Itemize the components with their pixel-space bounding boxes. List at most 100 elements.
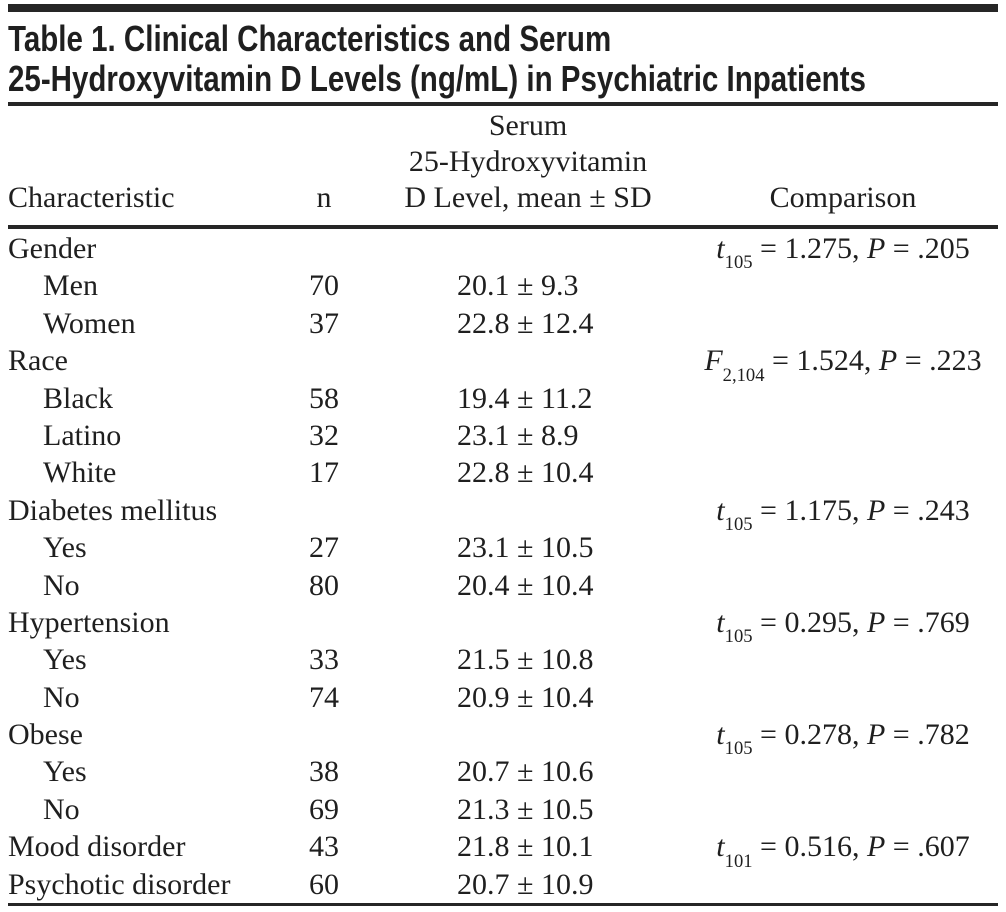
row-label: Hypertension xyxy=(8,605,170,639)
row-n-value: 74 xyxy=(309,680,339,714)
table-row: No 69 21.3 ± 10.5 xyxy=(8,791,998,828)
row-mean-sd-value: 20.7 ± 10.9 xyxy=(457,867,594,901)
row-comparison-stat xyxy=(688,267,998,304)
table-title-line1: Table 1. Clinical Characteristics and Se… xyxy=(8,18,612,59)
table-row: Mood disorder 43 21.8 ± 10.1 t101 = 0.516, … xyxy=(8,828,998,872)
row-label: White xyxy=(43,456,117,490)
row-mean-sd-value: 23.1 ± 10.5 xyxy=(457,531,594,565)
row-n-value: 38 xyxy=(309,755,339,789)
header-n: n xyxy=(316,181,332,214)
row-mean-sd-value: 20.9 ± 10.4 xyxy=(457,680,594,714)
table-row: Gender t105 = 1.275, P = .205 xyxy=(8,230,998,274)
header-comparison: Comparison xyxy=(769,181,917,214)
row-n-value xyxy=(280,342,368,379)
row-mean-sd-value: 22.8 ± 12.4 xyxy=(457,306,594,340)
row-n-value: 70 xyxy=(309,269,339,303)
row-comparison-stat xyxy=(688,454,998,491)
row-comparison-stat xyxy=(688,753,998,790)
row-label: Psychotic disorder xyxy=(8,867,231,901)
row-label: No xyxy=(43,568,80,602)
row-n-value: 33 xyxy=(309,643,339,677)
row-n-value xyxy=(280,492,368,529)
row-n-value: 43 xyxy=(309,830,339,864)
row-mean-sd-value: 20.7 ± 10.6 xyxy=(457,755,594,789)
row-label: Black xyxy=(43,381,113,415)
row-label: Gender xyxy=(8,232,97,265)
row-comparison-stat: t105 = 1.275, P = .205 xyxy=(716,232,970,274)
row-comparison-stat: F2,104 = 1.524, P = .223 xyxy=(704,344,982,386)
row-n-value: 32 xyxy=(309,418,339,452)
row-mean-sd-value xyxy=(368,604,688,641)
row-mean-sd-value: 22.8 ± 10.4 xyxy=(457,456,594,490)
header-serum-line2: 25-Hydroxyvitamin xyxy=(408,145,648,178)
row-label: Obese xyxy=(8,718,83,752)
row-label: Latino xyxy=(43,418,122,452)
table-row: Yes 38 20.7 ± 10.6 xyxy=(8,753,998,790)
header-serum-line3: D Level, mean ± SD xyxy=(404,181,652,214)
table-row: Latino 32 23.1 ± 8.9 xyxy=(8,417,998,454)
row-comparison-stat: t105 = 0.295, P = .769 xyxy=(716,605,970,648)
table-row: Psychotic disorder 60 20.7 ± 10.9 xyxy=(8,866,998,903)
row-mean-sd-value: 19.4 ± 11.2 xyxy=(457,381,593,415)
row-n-value xyxy=(280,230,368,267)
header-serum-line1: Serum xyxy=(488,109,568,142)
row-n-value xyxy=(280,716,368,753)
row-label: Mood disorder xyxy=(8,830,186,864)
row-n-value xyxy=(280,604,368,641)
row-comparison-stat xyxy=(688,417,998,454)
row-mean-sd-value: 20.4 ± 10.4 xyxy=(457,568,594,602)
row-comparison-stat xyxy=(688,679,998,716)
row-n-value: 60 xyxy=(309,867,339,901)
row-n-value: 37 xyxy=(309,306,339,340)
table-title-line2: 25-Hydroxyvitamin D Levels (ng/mL) in Ps… xyxy=(8,58,866,99)
row-label: Race xyxy=(8,344,68,378)
header-characteristic: Characteristic xyxy=(8,181,175,214)
table-body: Gender t105 = 1.275, P = .205 Men 70 20.1 ± … xyxy=(8,230,998,903)
row-mean-sd-value xyxy=(368,342,688,379)
table-row: No 74 20.9 ± 10.4 xyxy=(8,679,998,716)
row-mean-sd-value: 21.3 ± 10.5 xyxy=(457,792,594,826)
table-row: No 80 20.4 ± 10.4 xyxy=(8,567,998,604)
row-comparison-stat xyxy=(688,567,998,604)
table-row: Yes 27 23.1 ± 10.5 xyxy=(8,529,998,566)
row-comparison-stat: t105 = 1.175, P = .243 xyxy=(716,493,970,536)
row-n-value: 27 xyxy=(309,531,339,565)
table-row: Black 58 19.4 ± 11.2 xyxy=(8,380,998,417)
row-label: Yes xyxy=(43,531,87,565)
row-mean-sd-value: 23.1 ± 8.9 xyxy=(457,418,579,452)
title-divider-rule xyxy=(8,102,998,106)
row-label: Men xyxy=(43,269,98,303)
row-label: Yes xyxy=(43,755,87,789)
table-title: Table 1. Clinical Characteristics and Se… xyxy=(8,19,998,99)
row-label: No xyxy=(43,680,80,714)
row-label: Diabetes mellitus xyxy=(8,493,218,527)
bottom-rule xyxy=(8,903,998,906)
row-comparison-stat: t101 = 0.516, P = .607 xyxy=(716,830,970,872)
row-n-value: 17 xyxy=(309,456,339,490)
row-n-value: 80 xyxy=(309,568,339,602)
top-rule-bar xyxy=(8,4,998,12)
row-comparison-stat xyxy=(688,791,998,828)
row-n-value: 58 xyxy=(309,381,339,415)
row-label: Women xyxy=(43,306,136,340)
table-row: Men 70 20.1 ± 9.3 xyxy=(8,267,998,304)
table-row: White 17 22.8 ± 10.4 xyxy=(8,454,998,491)
row-mean-sd-value xyxy=(368,716,688,753)
header-divider-rule xyxy=(8,225,998,229)
row-label: No xyxy=(43,792,80,826)
table-header: Characteristic n Serum 25-Hydroxyvitamin… xyxy=(8,108,998,216)
table-row: Hypertension t105 = 0.295, P = .769 xyxy=(8,604,998,648)
table-row: Women 37 22.8 ± 12.4 xyxy=(8,305,998,342)
table-row: Diabetes mellitus t105 = 1.175, P = .243 xyxy=(8,492,998,536)
table-row: Yes 33 21.5 ± 10.8 xyxy=(8,641,998,678)
header-serum-level: Serum 25-Hydroxyvitamin D Level, mean ± … xyxy=(368,108,688,216)
row-comparison-stat xyxy=(688,305,998,342)
row-mean-sd-value xyxy=(368,492,688,529)
row-mean-sd-value: 20.1 ± 9.3 xyxy=(457,269,579,303)
row-n-value: 69 xyxy=(309,792,339,826)
row-mean-sd-value xyxy=(368,230,688,267)
row-mean-sd-value: 21.5 ± 10.8 xyxy=(457,643,594,677)
row-label: Yes xyxy=(43,643,87,677)
table-row: Obese t105 = 0.278, P = .782 xyxy=(8,716,998,758)
